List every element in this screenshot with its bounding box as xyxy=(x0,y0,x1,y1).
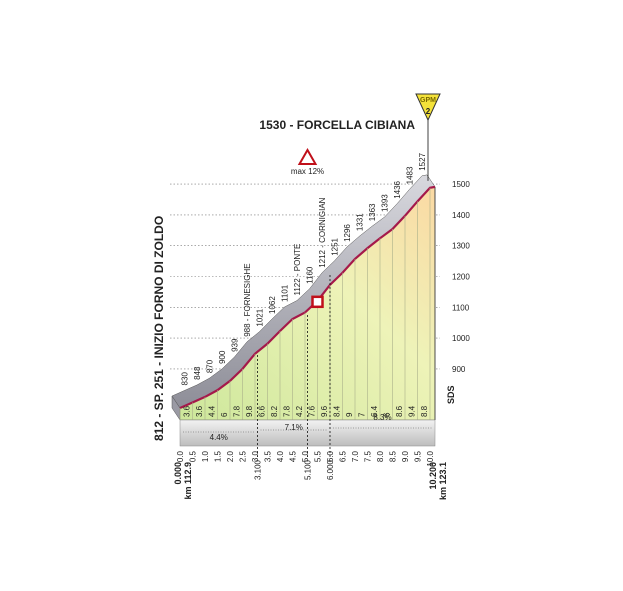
finish-km: 10.200 xyxy=(428,462,438,490)
x-tick-label: 3.5 xyxy=(264,450,273,462)
gradient-label: 3.6 xyxy=(195,405,204,417)
x-tick-label: 3.0 xyxy=(251,450,260,462)
x-tick-label: 5.5 xyxy=(314,450,323,462)
x-tick-label: 4.5 xyxy=(289,450,298,462)
y-tick-label: 900 xyxy=(452,365,466,374)
x-tick-label: 6.0 xyxy=(326,450,335,462)
x-tick-label: 7.0 xyxy=(351,450,360,462)
gradient-label: 8.2 xyxy=(270,405,279,417)
start-km: 0.000 xyxy=(173,462,183,485)
gpm-sign xyxy=(415,93,441,122)
y-tick-label: 1300 xyxy=(452,242,470,251)
altitude-label: 1122 - PONTE xyxy=(293,244,302,296)
gradient-label: 8.6 xyxy=(395,405,404,417)
gradient-label: 6.4 xyxy=(370,405,379,417)
finish-total: km 123.1 xyxy=(438,462,448,500)
x-tick-label: 0.0 xyxy=(176,450,185,462)
gradient-label: 9.4 xyxy=(407,405,416,417)
x-tick-label: 1.0 xyxy=(201,450,210,462)
altitude-label: 1483 xyxy=(406,166,415,184)
brand: SDS xyxy=(446,385,456,404)
altitude-label: 848 xyxy=(193,366,202,380)
altitude-label: 870 xyxy=(206,359,215,373)
gradient-label: 6.6 xyxy=(257,405,266,417)
gradient-label: 6 xyxy=(382,412,391,417)
gradient-label: 6 xyxy=(220,412,229,417)
altitude-label: 1062 xyxy=(268,296,277,314)
gradient-label: 8.8 xyxy=(420,405,429,417)
gradient-label: 3.6 xyxy=(182,405,191,417)
altitude-label: 1212 - CORNIGIAN xyxy=(318,197,327,267)
gradient-label: 9.6 xyxy=(320,405,329,417)
altitude-label: 1101 xyxy=(281,284,290,302)
gradient-label: 7.6 xyxy=(307,405,316,417)
x-tick-label: 0.5 xyxy=(189,450,198,462)
section-label: 4.4% xyxy=(210,433,228,442)
x-tick-label: 8.0 xyxy=(376,450,385,462)
section-label: 7.1% xyxy=(285,423,303,432)
x-tick-label: 9.0 xyxy=(401,450,410,462)
gradient-label: 7 xyxy=(357,412,366,417)
x-tick-label: 6.5 xyxy=(339,450,348,462)
altitude-label: 1160 xyxy=(306,266,315,284)
gradient-label: 4.2 xyxy=(295,405,304,417)
x-tick-label: 2.5 xyxy=(239,450,248,462)
altitude-label: 1363 xyxy=(368,203,377,221)
max-point xyxy=(311,295,324,309)
altitude-label: 830 xyxy=(181,372,190,386)
x-tick-label: 5.0 xyxy=(301,450,310,462)
marker-label: 6.000 xyxy=(326,459,335,480)
x-tick-label: 4.0 xyxy=(276,450,285,462)
x-tick-label: 10.0 xyxy=(426,450,435,466)
altitude-label: 1021 xyxy=(256,308,265,326)
gradient-label: 4.4 xyxy=(207,405,216,417)
x-tick-label: 9.5 xyxy=(414,450,423,462)
max-gradient: max 12% xyxy=(291,167,324,176)
altitude-label: 900 xyxy=(218,350,227,364)
gradient-label: 7.8 xyxy=(282,405,291,417)
max-sign xyxy=(297,147,318,165)
x-tick-label: 7.5 xyxy=(364,450,373,462)
section-label: 8.3% xyxy=(373,413,391,422)
gradient-label: 9 xyxy=(345,412,354,417)
altitude-label: 1393 xyxy=(381,194,390,212)
x-tick-label: 1.5 xyxy=(214,450,223,462)
y-tick-label: 1100 xyxy=(452,303,470,312)
marker-label: 3.100 xyxy=(254,459,263,480)
altitude-label: 939 xyxy=(231,338,240,352)
altitude-label: 1436 xyxy=(393,180,402,198)
altitude-label: 1296 xyxy=(343,224,352,242)
altitude-label: 1527 xyxy=(418,152,427,170)
altitude-label: 1251 xyxy=(331,237,340,255)
gpm-text: GPM xyxy=(420,97,436,104)
marker-label: 5.100 xyxy=(304,459,313,480)
gradient-label: 7.8 xyxy=(232,405,241,417)
y-tick-label: 1200 xyxy=(452,273,470,282)
start-label: 812 - SP. 251 - INIZIO FORNO DI ZOLDO xyxy=(152,216,166,441)
start-total: km 112.9 xyxy=(183,462,193,500)
altitude-label: 1331 xyxy=(356,213,365,231)
y-tick-label: 1000 xyxy=(452,334,470,343)
finish-label: 1530 - FORCELLA CIBIANA xyxy=(259,118,415,132)
altitude-label: 988 - FORNESIGHE xyxy=(243,263,252,336)
y-tick-label: 1400 xyxy=(452,211,470,220)
gpm-category: 2 xyxy=(426,107,431,116)
gradient-label: 9.8 xyxy=(245,405,254,417)
x-tick-label: 8.5 xyxy=(389,450,398,462)
x-tick-label: 2.0 xyxy=(226,450,235,462)
gradient-label: 8.4 xyxy=(332,405,341,417)
y-tick-label: 1500 xyxy=(452,180,470,189)
